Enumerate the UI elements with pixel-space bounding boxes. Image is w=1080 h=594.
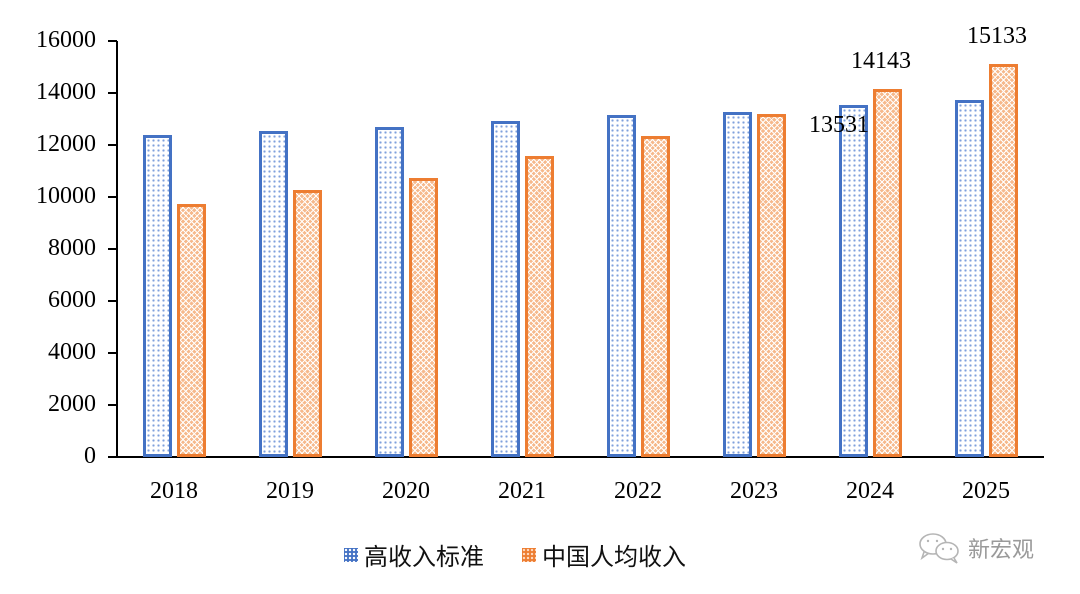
legend-label: 中国人均收入 bbox=[542, 543, 686, 571]
y-tick-mark bbox=[108, 144, 117, 146]
legend-label: 高收入标准 bbox=[364, 543, 484, 571]
y-tick-label: 0 bbox=[84, 443, 96, 469]
data-label: 14143 bbox=[851, 48, 911, 75]
bar-high-income-standard-2025 bbox=[955, 99, 984, 457]
bar-high-income-standard-2019 bbox=[259, 131, 288, 457]
bar-china-per-capita-income-2025 bbox=[989, 63, 1018, 457]
bar-china-per-capita-income-2022 bbox=[641, 135, 670, 457]
data-label: 13531 bbox=[809, 112, 869, 139]
y-tick-label: 4000 bbox=[48, 339, 96, 365]
bar-high-income-standard-2023 bbox=[723, 111, 752, 457]
y-tick-label: 6000 bbox=[48, 287, 96, 313]
y-tick-label: 16000 bbox=[36, 27, 96, 53]
wechat-icon bbox=[919, 533, 959, 564]
x-axis bbox=[116, 456, 1044, 458]
y-tick-label: 2000 bbox=[48, 391, 96, 417]
x-tick-label: 2023 bbox=[730, 478, 778, 504]
x-tick-label: 2018 bbox=[150, 478, 198, 504]
y-tick-mark bbox=[108, 92, 117, 94]
y-tick-label: 10000 bbox=[36, 183, 96, 209]
bar-china-per-capita-income-2021 bbox=[525, 156, 554, 457]
legend: 高收入标准 中国人均收入 bbox=[344, 537, 724, 572]
y-axis bbox=[116, 41, 118, 458]
legend-item-high-income-standard: 高收入标准 bbox=[344, 537, 484, 572]
bar-high-income-standard-2024 bbox=[839, 105, 868, 457]
y-tick-mark bbox=[108, 404, 117, 406]
y-tick-label: 12000 bbox=[36, 131, 96, 157]
y-tick-mark bbox=[108, 196, 117, 198]
bar-china-per-capita-income-2020 bbox=[409, 177, 438, 457]
bar-china-per-capita-income-2024 bbox=[873, 89, 902, 457]
bar-china-per-capita-income-2019 bbox=[293, 189, 322, 457]
bar-high-income-standard-2022 bbox=[607, 115, 636, 457]
x-tick-label: 2022 bbox=[614, 478, 662, 504]
y-tick-mark bbox=[108, 456, 117, 458]
legend-item-china-per-capita-income: 中国人均收入 bbox=[522, 537, 686, 572]
bar-high-income-standard-2018 bbox=[143, 135, 172, 457]
x-tick-label: 2019 bbox=[266, 478, 314, 504]
x-tick-label: 2021 bbox=[498, 478, 546, 504]
watermark: 新宏观 bbox=[918, 531, 1034, 565]
x-tick-label: 2020 bbox=[382, 478, 430, 504]
y-tick-label: 14000 bbox=[36, 79, 96, 105]
x-tick-label: 2025 bbox=[962, 478, 1010, 504]
bar-china-per-capita-income-2023 bbox=[757, 113, 786, 457]
bar-high-income-standard-2021 bbox=[491, 120, 520, 457]
y-tick-label: 8000 bbox=[48, 235, 96, 261]
y-tick-mark bbox=[108, 300, 117, 302]
bar-china-per-capita-income-2018 bbox=[177, 203, 206, 457]
bar-high-income-standard-2020 bbox=[375, 126, 404, 457]
legend-swatch-blue bbox=[344, 547, 358, 562]
y-tick-mark bbox=[108, 352, 117, 354]
legend-swatch-orange bbox=[522, 547, 536, 562]
y-tick-mark bbox=[108, 40, 117, 42]
y-tick-mark bbox=[108, 248, 117, 250]
x-tick-label: 2024 bbox=[846, 478, 894, 504]
data-label: 15133 bbox=[967, 22, 1027, 49]
watermark-text: 新宏观 bbox=[968, 538, 1035, 563]
